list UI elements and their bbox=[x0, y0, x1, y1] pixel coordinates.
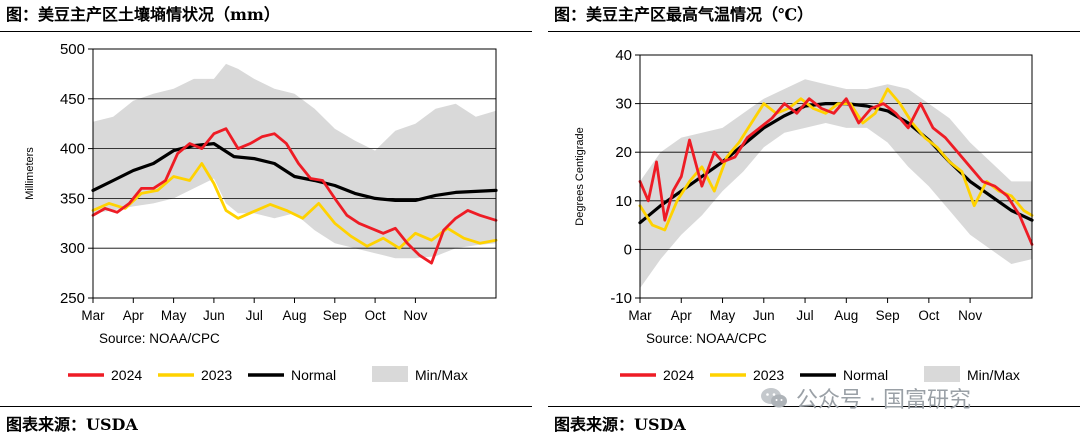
xtick-label-sep: Sep bbox=[323, 308, 347, 323]
ytick-label-10: 10 bbox=[615, 193, 632, 210]
xtick-label-may: May bbox=[161, 308, 187, 323]
watermark-text: 公众号 · 国富研究 bbox=[796, 388, 971, 413]
legend-label: Normal bbox=[843, 367, 888, 383]
soil-moisture-chart: 250 300 350 400 450 500 Mar Apr May Jun Jul Aug Sep O… bbox=[24, 41, 498, 383]
temp-chart-footer: 图表来源：USDA bbox=[554, 415, 686, 434]
legend-item-normal: Normal bbox=[248, 367, 336, 383]
legend-label: Min/Max bbox=[415, 367, 468, 383]
ytick-label-250: 250 bbox=[60, 290, 85, 307]
ytick-label-0: 0 bbox=[624, 241, 632, 258]
ytick-label-350: 350 bbox=[60, 190, 85, 207]
series-2023-line bbox=[91, 162, 498, 250]
legend-item-minmax: Min/Max bbox=[372, 366, 468, 383]
xtick-label-nov: Nov bbox=[958, 308, 982, 323]
legend-label: 2023 bbox=[201, 367, 232, 383]
minmax-band bbox=[640, 79, 1032, 289]
legend-item-minmax: Min/Max bbox=[924, 366, 1020, 383]
temp-title-rule bbox=[548, 31, 1080, 32]
soil-chart-footer: 图表来源：USDA bbox=[6, 415, 138, 434]
legend-label: Min/Max bbox=[967, 367, 1020, 383]
ytick-label--10: -10 bbox=[610, 290, 632, 307]
ytick-label-30: 30 bbox=[615, 96, 632, 113]
legend-swatch-box bbox=[924, 366, 960, 382]
series-normal-line bbox=[91, 141, 498, 202]
xtick-label-jun: Jun bbox=[203, 308, 225, 323]
xtick-label-oct: Oct bbox=[918, 308, 939, 323]
legend-item-2024: 2024 bbox=[620, 367, 694, 383]
legend-item-normal: Normal bbox=[800, 367, 888, 383]
temp-panel: 图：美豆主产区最高气温情况（℃） -10 0 10 20 30 40 Mar Apr May Ju… bbox=[548, 0, 1080, 442]
legend-label: 2024 bbox=[663, 367, 694, 383]
xtick-label-may: May bbox=[710, 308, 736, 323]
xtick-label-aug: Aug bbox=[282, 308, 306, 323]
legend-label: 2023 bbox=[753, 367, 784, 383]
soil-chart-title: 图：美豆主产区土壤墒情状况（mm） bbox=[6, 5, 280, 24]
ytick-label-300: 300 bbox=[60, 240, 85, 257]
legend-label: Normal bbox=[291, 367, 336, 383]
legend-label: 2024 bbox=[111, 367, 142, 383]
ytick-label-20: 20 bbox=[615, 144, 632, 161]
temp-footer-rule bbox=[548, 406, 1080, 407]
minmax-band bbox=[93, 63, 496, 259]
soil-footer-rule bbox=[0, 406, 532, 407]
legend-swatch-box bbox=[372, 366, 408, 382]
xtick-label-apr: Apr bbox=[671, 308, 693, 323]
ytick-label-500: 500 bbox=[60, 41, 85, 58]
legend-item-2023: 2023 bbox=[710, 367, 784, 383]
series-2024-line bbox=[638, 97, 1034, 246]
xtick-label-sep: Sep bbox=[876, 308, 900, 323]
watermark: 公众号 · 国富研究 bbox=[760, 380, 971, 416]
xtick-label-nov: Nov bbox=[403, 308, 427, 323]
max-temperature-chart: -10 0 10 20 30 40 Mar Apr May Jun Jul Aug Sep Oct Nov D… bbox=[574, 47, 1034, 383]
soil-title-rule bbox=[0, 31, 532, 32]
xtick-label-mar: Mar bbox=[628, 308, 652, 323]
series-2024-line bbox=[91, 127, 498, 265]
xtick-label-oct: Oct bbox=[365, 308, 386, 323]
xtick-label-aug: Aug bbox=[834, 308, 858, 323]
xtick-label-jun: Jun bbox=[753, 308, 775, 323]
soil-panel: 图：美豆主产区土壤墒情状况（mm） 250 300 350 400 450 500 Mar A… bbox=[0, 0, 532, 442]
xtick-label-mar: Mar bbox=[81, 308, 105, 323]
xtick-label-jul: Jul bbox=[796, 308, 813, 323]
ytick-label-400: 400 bbox=[60, 141, 85, 158]
source-note: Source: NOAA/CPC bbox=[646, 331, 767, 346]
y-axis-label: Millimeters bbox=[24, 147, 36, 200]
wechat-icon bbox=[761, 388, 787, 408]
temp-chart-title: 图：美豆主产区最高气温情况（℃） bbox=[554, 5, 814, 24]
y-axis-label: Degrees Centigrade bbox=[574, 127, 586, 225]
xtick-label-jul: Jul bbox=[246, 308, 263, 323]
ytick-label-40: 40 bbox=[615, 47, 632, 64]
ytick-label-450: 450 bbox=[60, 91, 85, 108]
source-note: Source: NOAA/CPC bbox=[99, 331, 220, 346]
legend-item-2023: 2023 bbox=[158, 367, 232, 383]
plot-frame bbox=[639, 54, 1033, 299]
xtick-label-apr: Apr bbox=[123, 308, 145, 323]
legend-item-2024: 2024 bbox=[68, 367, 142, 383]
